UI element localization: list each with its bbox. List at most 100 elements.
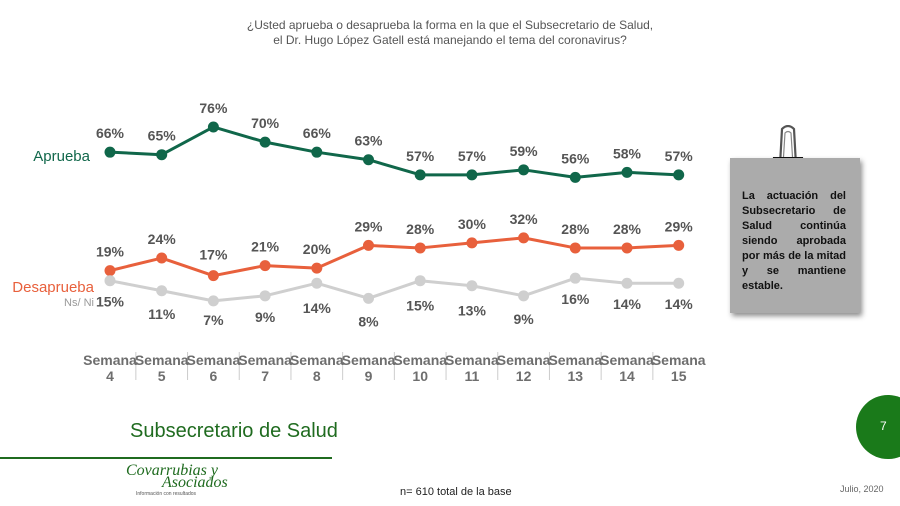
x-tick-label: Semana xyxy=(135,352,189,368)
data-label: 28% xyxy=(561,221,590,237)
data-point xyxy=(518,290,530,302)
company-logo: Covarrubias y Asociados Información con … xyxy=(122,462,232,502)
data-label: 30% xyxy=(458,216,487,232)
data-point xyxy=(621,242,633,254)
data-point xyxy=(673,239,685,251)
data-point xyxy=(569,171,581,183)
legend-label: Desaprueba xyxy=(12,279,94,296)
legend-label: Ns/ Ni xyxy=(64,297,94,309)
data-point xyxy=(363,292,374,304)
data-label: 28% xyxy=(406,221,435,237)
report-date: Julio, 2020 xyxy=(840,484,884,494)
data-label: 14% xyxy=(303,300,332,316)
x-axis-labels: Semana4Semana5Semana6Semana7Semana8Seman… xyxy=(83,352,706,384)
data-label: 14% xyxy=(665,296,694,312)
legend-label: Aprueba xyxy=(33,148,90,165)
data-label: 24% xyxy=(148,231,177,247)
data-label: 8% xyxy=(358,313,379,329)
x-tick-label: 8 xyxy=(313,368,321,384)
x-tick-label: 10 xyxy=(412,368,428,384)
data-point xyxy=(311,262,323,274)
x-tick-label: 7 xyxy=(261,368,269,384)
question-text: ¿Usted aprueba o desaprueba la forma en … xyxy=(150,18,750,48)
data-point xyxy=(207,121,219,133)
data-point xyxy=(363,239,374,251)
data-label: 59% xyxy=(510,143,539,159)
data-label: 15% xyxy=(96,294,125,310)
data-point xyxy=(104,265,116,277)
data-label: 16% xyxy=(561,291,590,307)
x-tick-label: Semana xyxy=(600,352,654,368)
logo-line-1: Covarrubias y xyxy=(126,462,218,479)
section-title-underline xyxy=(0,457,332,459)
data-point xyxy=(259,260,271,272)
data-label: 70% xyxy=(251,115,280,131)
x-tick-label: 4 xyxy=(106,368,114,384)
data-label: 15% xyxy=(406,298,435,314)
x-tick-label: 5 xyxy=(158,368,166,384)
data-point xyxy=(207,270,219,282)
data-label: 57% xyxy=(406,148,435,164)
data-point xyxy=(569,242,581,254)
x-tick-label: Semana xyxy=(290,352,344,368)
page-number-badge: 7 xyxy=(856,395,900,459)
series-line xyxy=(109,125,679,179)
data-point xyxy=(156,252,168,264)
series-1: 66% 65% 76% 70% 66% 63% 57% 57% 59% 56% 58% 57% xyxy=(96,100,693,183)
data-label: 65% xyxy=(148,128,177,144)
data-label: 19% xyxy=(96,244,125,260)
x-tick-label: 11 xyxy=(464,368,479,384)
series-3: 15% 11% 7% 9% 14% 8% 15% 13% 9% 16% 14% 14% xyxy=(96,272,694,329)
insight-note: La actuación del Subsecretario de Salud … xyxy=(730,158,860,313)
data-point xyxy=(104,146,116,158)
x-tick-label: Semana xyxy=(238,352,292,368)
data-label: 66% xyxy=(96,125,125,141)
data-point xyxy=(156,149,168,161)
data-label: 56% xyxy=(561,150,590,166)
data-label: 57% xyxy=(665,148,694,164)
data-point xyxy=(414,169,426,181)
week-separators xyxy=(135,352,654,380)
insight-note-text: La actuación del Subsecretario de Salud … xyxy=(742,190,846,292)
x-tick-label: 6 xyxy=(210,368,218,384)
series-2: 19% 24% 17% 21% 20% 29% 28% 30% 32% 28% 28% 29% xyxy=(96,211,693,282)
data-label: 13% xyxy=(458,303,487,319)
x-tick-label: 9 xyxy=(365,368,373,384)
data-label: 9% xyxy=(255,309,276,325)
data-label: 58% xyxy=(613,145,642,161)
data-point xyxy=(311,277,323,289)
x-tick-label: Semana xyxy=(393,352,447,368)
page-number: 7 xyxy=(880,419,887,433)
x-tick-label: 14 xyxy=(619,368,635,384)
x-tick-label: Semana xyxy=(83,352,137,368)
data-point xyxy=(363,154,374,166)
data-label: 76% xyxy=(199,100,228,116)
x-tick-label: Semana xyxy=(342,352,396,368)
data-label: 57% xyxy=(458,148,487,164)
data-point xyxy=(673,277,685,289)
data-label: 66% xyxy=(303,125,332,141)
data-point xyxy=(621,166,633,178)
data-label: 9% xyxy=(513,311,534,327)
data-point xyxy=(518,164,530,176)
question-line-2: el Dr. Hugo López Gatell está manejando … xyxy=(273,33,627,47)
data-point xyxy=(259,136,271,148)
data-label: 17% xyxy=(199,247,228,263)
sample-base-note: n= 610 total de la base xyxy=(400,486,512,498)
series-line xyxy=(109,276,679,303)
x-tick-label: Semana xyxy=(548,352,602,368)
x-tick-label: Semana xyxy=(652,352,706,368)
data-label: 7% xyxy=(203,312,224,328)
x-tick-label: 15 xyxy=(671,368,687,384)
data-point xyxy=(259,290,271,302)
data-label: 63% xyxy=(354,133,383,149)
data-label: 29% xyxy=(354,218,383,234)
data-label: 11% xyxy=(148,306,176,322)
data-label: 14% xyxy=(613,296,642,312)
data-point xyxy=(466,237,478,249)
data-label: 20% xyxy=(303,241,332,257)
data-label: 32% xyxy=(510,211,539,227)
data-point xyxy=(414,242,426,254)
